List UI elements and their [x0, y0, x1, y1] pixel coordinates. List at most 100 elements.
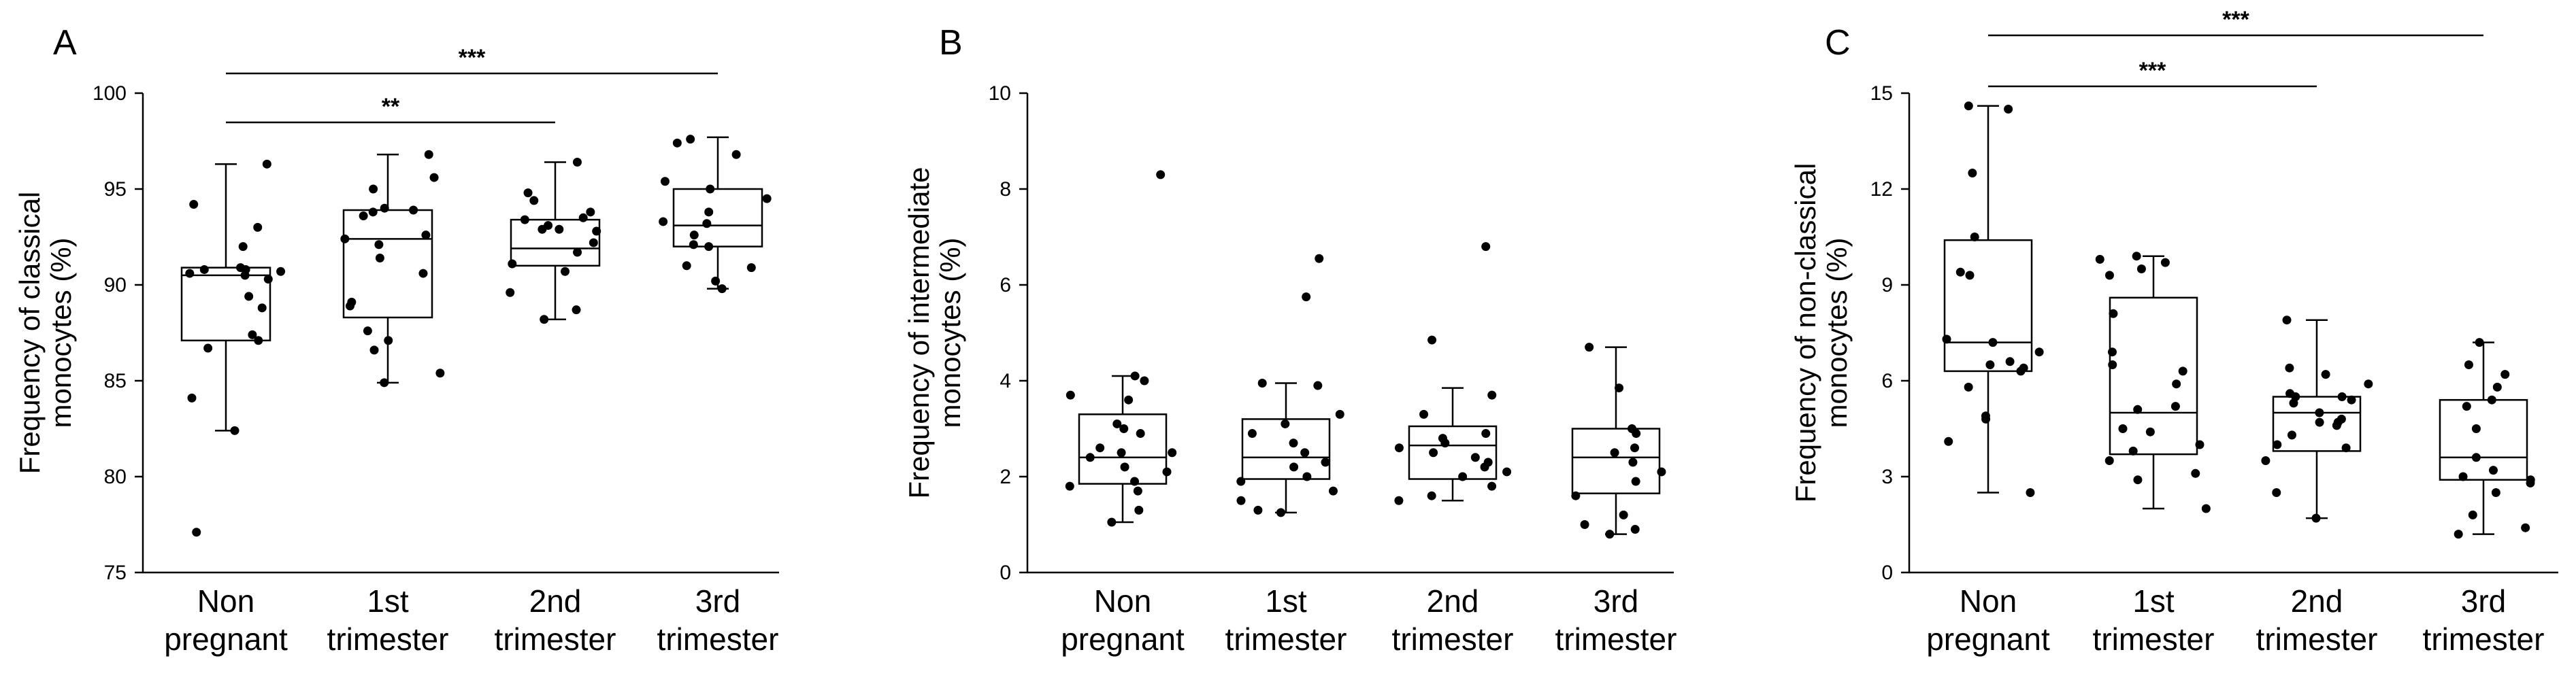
data-point	[1657, 467, 1666, 477]
data-point	[2332, 421, 2341, 430]
data-point	[2104, 456, 2114, 465]
data-point	[704, 242, 714, 252]
data-point	[1481, 242, 1491, 252]
data-point	[2107, 347, 2117, 357]
data-point	[1321, 458, 1330, 467]
data-point	[572, 305, 581, 315]
data-point	[1257, 379, 1267, 388]
data-point	[1117, 448, 1126, 458]
data-point	[2136, 264, 2146, 273]
data-point	[238, 242, 248, 252]
data-point	[257, 303, 267, 313]
data-point	[2500, 370, 2510, 379]
data-point	[2315, 408, 2324, 417]
y-axis-title-line: monocytes (%)	[934, 237, 966, 428]
box-3	[510, 218, 601, 267]
category-label: Non pregnant	[164, 583, 288, 657]
data-point	[1419, 409, 1429, 419]
data-point	[2133, 405, 2143, 414]
data-point	[2285, 363, 2294, 373]
data-point	[1630, 525, 1640, 534]
data-point	[538, 224, 547, 234]
data-point	[276, 267, 286, 276]
y-tick-label: 0	[1881, 562, 1893, 584]
data-point	[2016, 366, 2026, 376]
data-point	[1313, 381, 1323, 390]
data-point	[2464, 360, 2473, 369]
data-point	[1120, 462, 1129, 472]
data-point	[1335, 409, 1344, 419]
data-point	[2526, 478, 2535, 488]
data-point	[1289, 462, 1299, 472]
data-point	[248, 330, 257, 339]
data-point	[1394, 496, 1404, 505]
category-label-line: pregnant	[164, 621, 288, 657]
category-label-line: 2nd	[2291, 583, 2343, 619]
data-point	[418, 269, 428, 278]
data-point	[717, 284, 727, 294]
data-point	[192, 528, 201, 537]
data-point	[1610, 448, 1619, 458]
data-point	[340, 234, 350, 243]
data-point	[2462, 402, 2471, 411]
category-label: 1st trimester	[2093, 583, 2215, 657]
y-axis-title-line: Frequency of intermediate	[903, 167, 935, 499]
data-point	[230, 426, 240, 435]
data-point	[380, 378, 389, 388]
data-point	[2195, 440, 2205, 449]
data-point	[1440, 439, 1450, 448]
data-point	[578, 213, 588, 222]
data-point	[2133, 475, 2143, 485]
data-point	[1136, 429, 1145, 439]
data-point	[1289, 439, 1298, 448]
data-point	[1631, 477, 1640, 486]
category-label-line: trimester	[2256, 621, 2378, 657]
y-axis-title-line: monocytes (%)	[1821, 237, 1853, 428]
data-point	[2201, 504, 2211, 513]
data-point	[1988, 338, 1998, 347]
data-point	[363, 326, 372, 336]
data-point	[359, 211, 368, 220]
data-point	[1107, 517, 1117, 527]
data-point	[374, 240, 384, 250]
data-point	[1119, 424, 1129, 433]
panel-letter: B	[939, 23, 963, 63]
data-point	[1487, 390, 1497, 400]
y-axis-title-line: monocytes (%)	[45, 237, 77, 428]
data-point	[1315, 254, 1324, 263]
data-point	[2160, 258, 2170, 267]
data-point	[1162, 467, 1172, 477]
data-point	[1427, 491, 1436, 500]
data-point	[1427, 335, 1437, 345]
data-point	[1300, 448, 1310, 458]
category-label: 2nd trimester	[1392, 583, 1514, 657]
data-point	[1130, 477, 1140, 486]
data-point	[1130, 371, 1140, 381]
data-point	[1981, 414, 1991, 424]
y-tick-label: 2	[1000, 466, 1011, 488]
data-point	[1458, 472, 1468, 481]
data-point	[2347, 395, 2356, 405]
data-point	[380, 203, 389, 213]
data-point	[711, 276, 721, 286]
data-point	[1236, 496, 1246, 505]
data-point	[689, 230, 699, 240]
data-point	[1328, 486, 1338, 496]
data-point	[240, 271, 250, 280]
data-point	[2315, 417, 2324, 427]
category-label-line: trimester	[1555, 621, 1677, 657]
data-point	[1140, 376, 1149, 386]
data-point	[555, 224, 564, 234]
data-point	[2471, 424, 2481, 433]
data-point	[1585, 343, 1594, 352]
y-tick-label: 0	[1000, 562, 1011, 584]
panel-c: C 0 3 6 9 12 15 Frequency of non-classicalmonoc…	[1789, 7, 2558, 657]
data-point	[672, 138, 682, 148]
data-point	[506, 288, 515, 297]
category-label-line: pregnant	[1926, 621, 2050, 657]
data-point	[1065, 481, 1074, 491]
data-point	[1302, 292, 1311, 302]
y-tick-label: 3	[1881, 466, 1893, 488]
y-tick-label: 15	[1870, 82, 1893, 105]
data-point	[762, 194, 772, 203]
